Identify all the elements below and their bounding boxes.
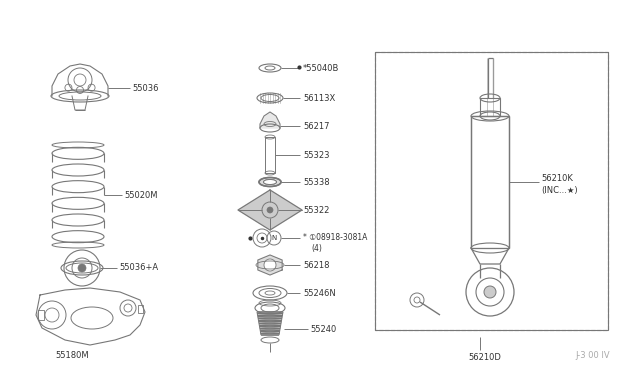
Circle shape [484, 286, 496, 298]
Polygon shape [260, 112, 280, 128]
Text: 56217: 56217 [303, 122, 330, 131]
Ellipse shape [264, 180, 276, 185]
Polygon shape [72, 96, 88, 110]
Text: (4): (4) [311, 244, 322, 253]
Text: 55240: 55240 [310, 324, 336, 334]
Bar [471, 116, 509, 248]
Text: 55036+A: 55036+A [119, 263, 158, 273]
Text: 55180M: 55180M [55, 350, 88, 359]
Polygon shape [52, 64, 108, 96]
Bar [375, 52, 608, 330]
Text: *55040B: *55040B [303, 64, 339, 73]
Text: 55322: 55322 [303, 205, 330, 215]
Bar [375, 52, 608, 330]
Bar [138, 305, 143, 313]
Ellipse shape [259, 177, 281, 186]
Text: 55246N: 55246N [303, 289, 336, 298]
Text: 55323: 55323 [303, 151, 330, 160]
Text: 55338: 55338 [303, 177, 330, 186]
Bar [38, 310, 44, 320]
Text: 56210D: 56210D [468, 353, 501, 362]
Text: N: N [271, 235, 276, 241]
Circle shape [267, 207, 273, 213]
Text: 55036: 55036 [132, 83, 159, 93]
Text: * ①08918-3081A: * ①08918-3081A [303, 232, 367, 241]
Circle shape [78, 264, 86, 272]
Text: 56210K: 56210K [541, 173, 573, 183]
Polygon shape [238, 190, 302, 230]
Text: 55020M: 55020M [124, 190, 157, 199]
Polygon shape [36, 288, 145, 345]
Polygon shape [471, 248, 509, 264]
Text: 56113X: 56113X [303, 93, 335, 103]
Text: 56218: 56218 [303, 260, 330, 269]
Text: J-3 00 IV: J-3 00 IV [575, 352, 610, 360]
Polygon shape [258, 255, 282, 275]
Bar [471, 116, 509, 248]
Text: (INC...★): (INC...★) [541, 186, 578, 195]
Bar [480, 98, 500, 116]
Bar [265, 137, 275, 173]
Circle shape [264, 259, 276, 271]
